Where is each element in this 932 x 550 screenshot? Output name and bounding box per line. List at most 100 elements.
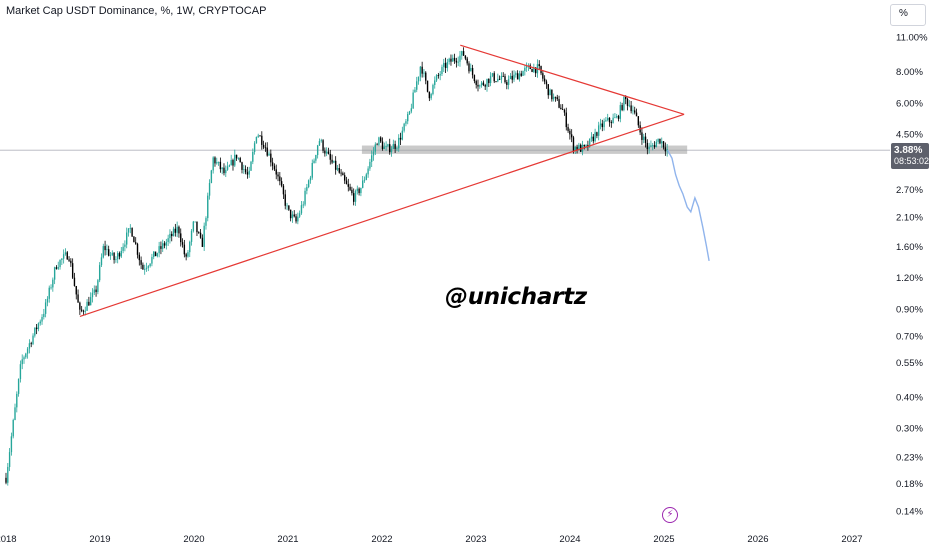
candle-body bbox=[37, 323, 40, 330]
candle-body bbox=[556, 97, 558, 100]
candle-body bbox=[147, 266, 150, 268]
candle-body bbox=[468, 63, 470, 72]
candle-body bbox=[262, 144, 265, 148]
candle-body bbox=[311, 162, 313, 178]
candle-body bbox=[524, 67, 526, 72]
candle-body bbox=[471, 67, 474, 76]
candle-body bbox=[91, 292, 94, 298]
candle-body bbox=[488, 78, 490, 84]
y-tick-label: 2.10% bbox=[896, 212, 923, 223]
candle-body bbox=[522, 71, 524, 76]
candle-body bbox=[160, 246, 162, 249]
candle-body bbox=[662, 141, 665, 148]
candle-body bbox=[104, 246, 106, 251]
x-tick-label: 2021 bbox=[277, 534, 298, 545]
candle-body bbox=[239, 158, 241, 163]
candle-body bbox=[563, 109, 566, 113]
candle-body bbox=[289, 209, 292, 219]
candle-body bbox=[383, 146, 386, 150]
candle-body bbox=[98, 265, 101, 281]
trendline-resistance bbox=[460, 44, 685, 115]
candles-layer bbox=[5, 47, 668, 486]
candle-body bbox=[88, 301, 90, 306]
candle-body bbox=[405, 121, 407, 124]
candle-body bbox=[43, 313, 45, 317]
candle-body bbox=[169, 233, 171, 239]
candle-body bbox=[226, 166, 229, 170]
candle-body bbox=[520, 73, 522, 76]
candle-body bbox=[127, 228, 130, 233]
candle-body bbox=[434, 80, 436, 85]
candle-body bbox=[502, 75, 504, 77]
candle-body bbox=[172, 228, 175, 237]
candle-body bbox=[371, 155, 373, 162]
candle-body bbox=[387, 144, 389, 147]
candle-body bbox=[542, 73, 544, 79]
candle-body bbox=[107, 249, 110, 256]
candle-body bbox=[664, 147, 667, 152]
candle-body bbox=[118, 253, 121, 257]
candle-body bbox=[452, 57, 454, 62]
candle-body bbox=[653, 145, 656, 148]
candle-body bbox=[486, 78, 488, 87]
candle-body bbox=[607, 117, 609, 121]
candle-body bbox=[552, 96, 555, 100]
candle-body bbox=[554, 96, 557, 98]
candle-body bbox=[599, 123, 602, 126]
candle-body bbox=[97, 280, 99, 293]
y-tick-label: 8.00% bbox=[896, 67, 923, 78]
candle-body bbox=[588, 138, 591, 148]
candle-body bbox=[26, 348, 29, 354]
candle-body bbox=[232, 160, 234, 166]
candle-body bbox=[614, 117, 616, 119]
candle-body bbox=[479, 85, 481, 87]
candle-body bbox=[77, 294, 79, 303]
candle-body bbox=[190, 230, 193, 242]
candle-body bbox=[583, 144, 585, 147]
candle-body bbox=[470, 67, 472, 72]
y-tick-label: 1.20% bbox=[896, 273, 923, 284]
candle-body bbox=[243, 169, 245, 170]
candle-body bbox=[115, 259, 117, 261]
candle-body bbox=[322, 140, 324, 151]
candle-body bbox=[55, 267, 58, 269]
candle-body bbox=[650, 145, 652, 147]
candle-body bbox=[61, 258, 63, 261]
candle-body bbox=[457, 61, 459, 63]
trendline-support bbox=[79, 113, 685, 317]
candle-body bbox=[223, 167, 225, 174]
candle-body bbox=[360, 187, 362, 194]
candle-body bbox=[75, 285, 77, 295]
lightning-icon[interactable]: ⚡ bbox=[662, 507, 678, 523]
y-tick-label: 6.00% bbox=[896, 98, 923, 109]
candle-body bbox=[80, 309, 83, 311]
candle-body bbox=[307, 180, 310, 188]
candle-body bbox=[295, 216, 297, 222]
candle-body bbox=[365, 174, 368, 180]
candle-body bbox=[116, 253, 119, 260]
candle-body bbox=[574, 146, 576, 151]
candle-body bbox=[286, 205, 288, 207]
candle-body bbox=[462, 51, 465, 56]
candle-body bbox=[35, 327, 38, 330]
candle-body bbox=[57, 267, 59, 269]
candle-body bbox=[138, 254, 141, 261]
candle-body bbox=[280, 181, 283, 186]
candle-body bbox=[34, 327, 36, 336]
candle-body bbox=[338, 167, 340, 173]
candle-body bbox=[603, 121, 605, 128]
percent-scale-button[interactable]: % bbox=[890, 4, 926, 26]
candle-body bbox=[180, 233, 182, 243]
y-tick-label: 1.60% bbox=[896, 242, 923, 253]
x-tick-label: 2022 bbox=[371, 534, 392, 545]
candle-body bbox=[378, 137, 380, 145]
candle-body bbox=[131, 228, 133, 237]
candle-body bbox=[643, 136, 645, 140]
candle-body bbox=[12, 419, 14, 437]
candle-body bbox=[189, 241, 191, 253]
candle-body bbox=[194, 221, 196, 223]
candle-body bbox=[89, 297, 92, 306]
candle-body bbox=[610, 122, 613, 124]
y-tick-label: 0.90% bbox=[896, 304, 923, 315]
